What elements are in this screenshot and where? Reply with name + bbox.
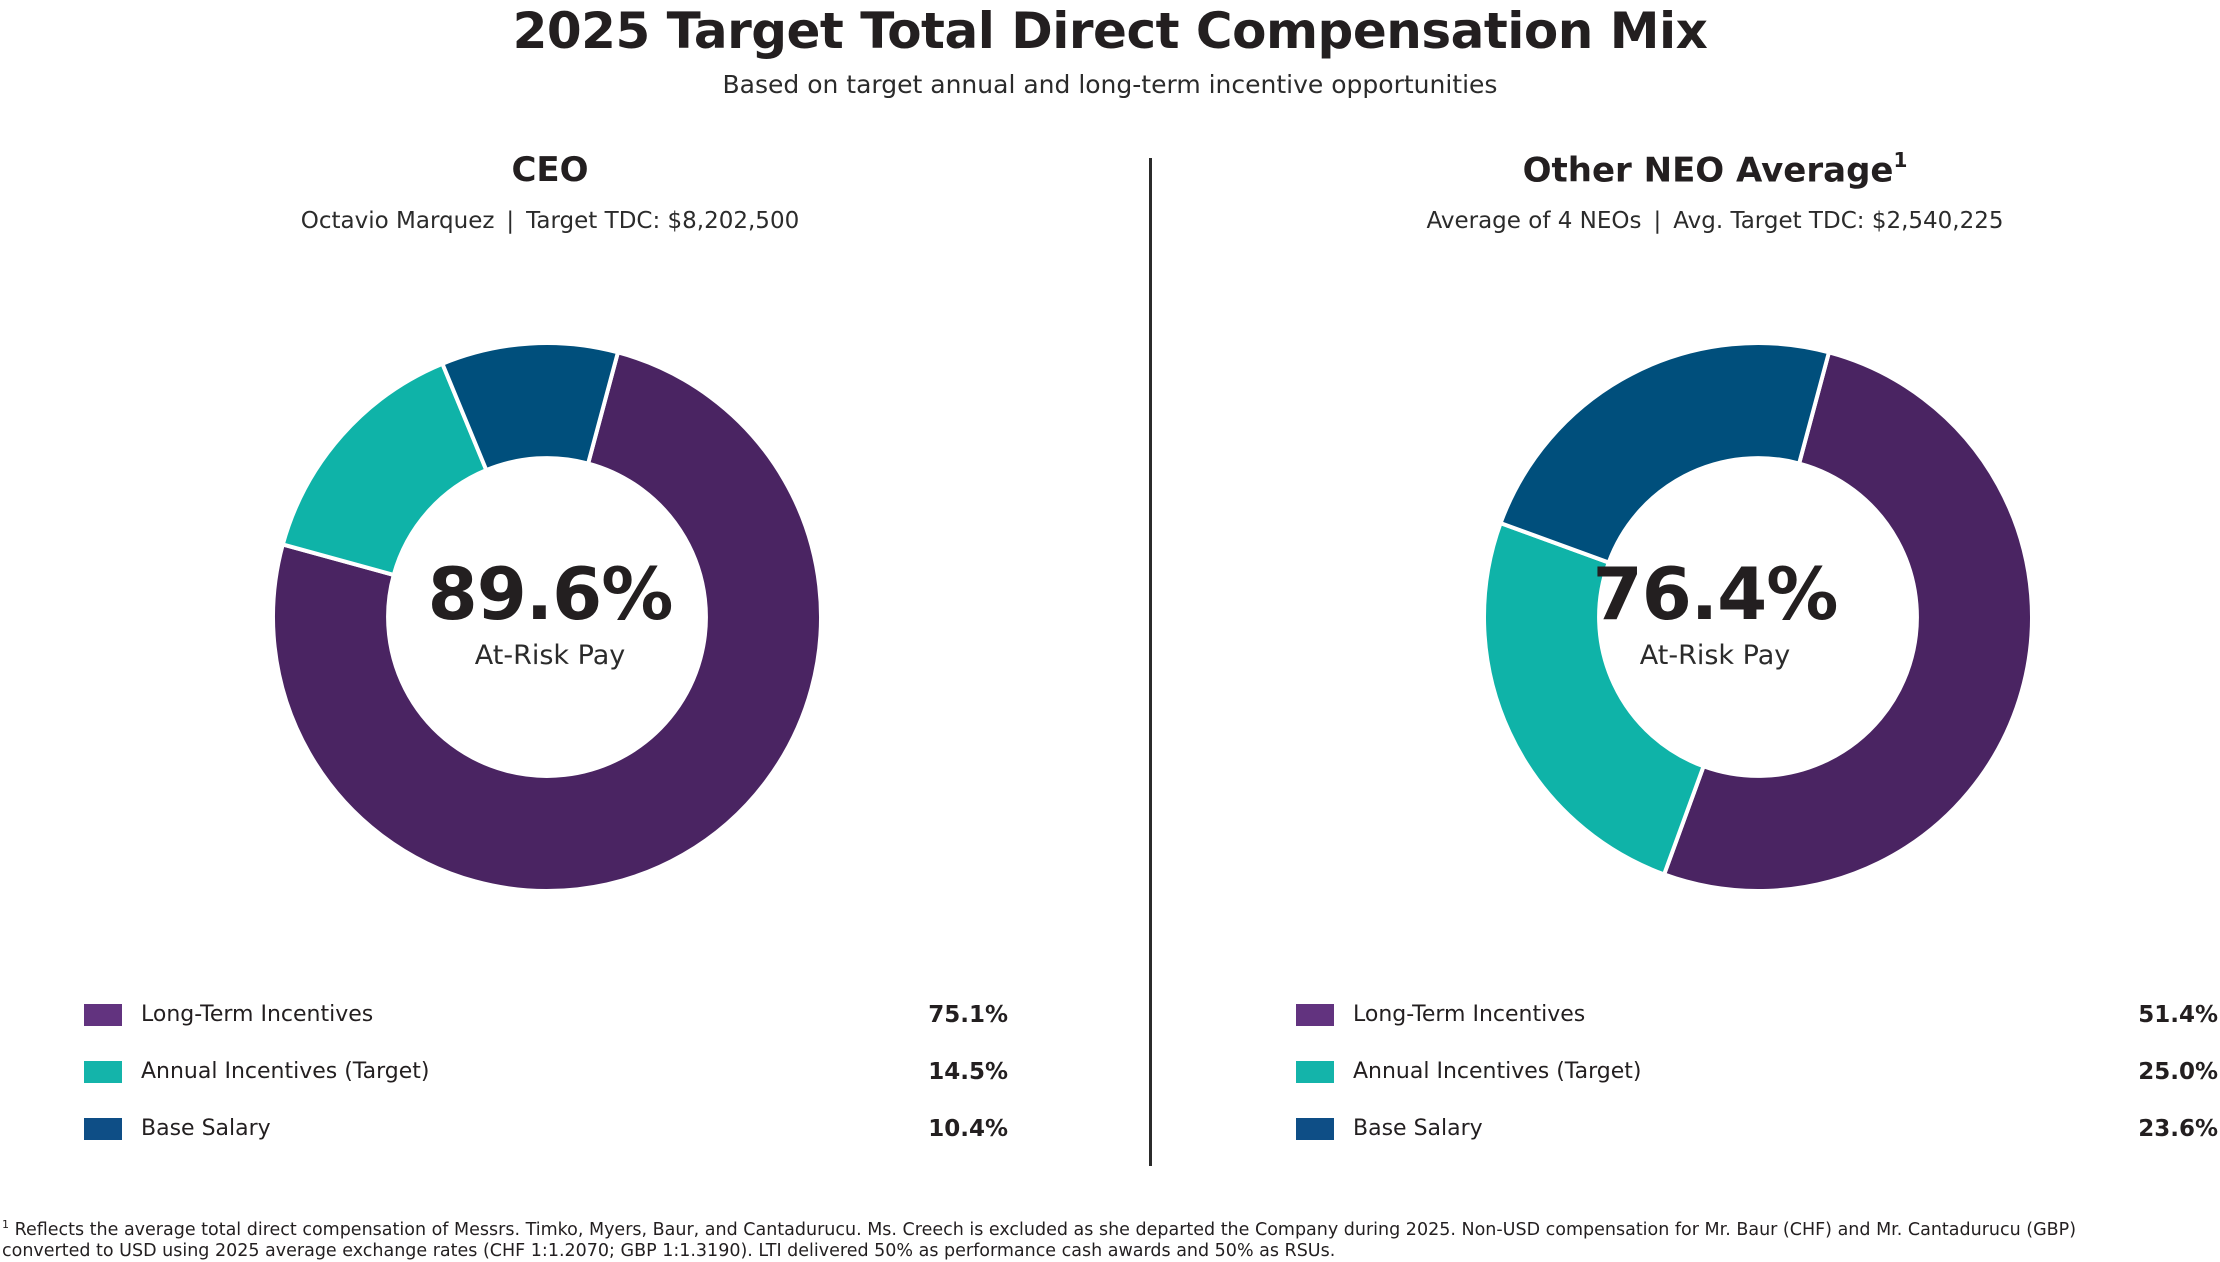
chart-title: 2025 Target Total Direct Compensation Mi…: [512, 2, 1708, 60]
footnote-marker: 1: [2, 1218, 9, 1231]
slice-annual: [1482, 520, 1707, 877]
ceo-panel-title: CEO: [511, 150, 589, 190]
legend-item-annual: Annual Incentives (Target) 14.5%: [84, 1053, 1008, 1093]
chart-subtitle: Based on target annual and long-term inc…: [722, 70, 1498, 99]
footnote-line-1: Reflects the average total direct compen…: [14, 1219, 2077, 1240]
legend-label: Annual Incentives (Target): [141, 1059, 430, 1084]
legend-swatch-long-term: [84, 1004, 122, 1026]
legend-swatch-base: [84, 1118, 122, 1140]
ceo-panel: CEO Octavio Marquez | Target TDC: $8,202,5…: [0, 0, 1100, 1262]
legend-label: Long-Term Incentives: [141, 1002, 374, 1027]
ceo-target-tdc: Target TDC: $8,202,500: [526, 208, 800, 234]
ceo-panel-subtitle: Octavio Marquez | Target TDC: $8,202,500: [0, 208, 1100, 234]
legend-item-annual: Annual Incentives (Target) 25.0%: [1296, 1053, 2220, 1093]
legend-value: 75.1%: [928, 1002, 1008, 1028]
legend-label: Annual Incentives (Target): [1353, 1059, 1642, 1084]
neo-at-risk-label: At-Risk Pay: [1639, 640, 1791, 671]
legend-value: 14.5%: [928, 1059, 1008, 1085]
legend-value: 25.0%: [2138, 1059, 2218, 1085]
panel-divider: [1149, 158, 1152, 1166]
legend-label: Base Salary: [1353, 1116, 1483, 1141]
neo-panel-subtitle: Average of 4 NEOs | Avg. Target TDC: $2,54…: [1210, 208, 2220, 234]
legend-swatch-annual: [1296, 1061, 1334, 1083]
neo-donut-chart: [1482, 341, 2034, 893]
slice-long-term: [271, 349, 823, 893]
legend-item-base: Base Salary 23.6%: [1296, 1110, 2220, 1150]
ceo-at-risk-label: At-Risk Pay: [474, 640, 626, 671]
ceo-name: Octavio Marquez: [300, 208, 495, 234]
ceo-at-risk-value: 89.6%: [427, 552, 674, 636]
slice-long-term: [1661, 349, 2034, 893]
neo-count: Average of 4 NEOs: [1426, 208, 1642, 234]
legend-item-long-term: Long-Term Incentives 75.1%: [84, 996, 1008, 1036]
legend-value: 10.4%: [928, 1116, 1008, 1142]
legend-label: Base Salary: [141, 1116, 271, 1141]
slice-base: [439, 341, 621, 473]
legend-value: 51.4%: [2138, 1002, 2218, 1028]
legend-swatch-base: [1296, 1118, 1334, 1140]
ceo-donut-chart: [271, 341, 823, 893]
neo-panel-title: Other NEO Average1: [1210, 148, 2220, 191]
neo-panel: Other NEO Average1 Average of 4 NEOs | Avg…: [1210, 0, 2220, 1262]
legend-item-long-term: Long-Term Incentives 51.4%: [1296, 996, 2220, 1036]
neo-panel-title-text: Other NEO Average: [1522, 150, 1894, 191]
footnote-marker: 1: [1893, 148, 1908, 172]
slice-base: [1498, 341, 1832, 566]
subtitle-separator: |: [1653, 208, 1662, 234]
subtitle-separator: |: [506, 208, 515, 234]
neo-at-risk-value: 76.4%: [1592, 552, 1839, 636]
legend-item-base: Base Salary 10.4%: [84, 1110, 1008, 1150]
legend-swatch-annual: [84, 1061, 122, 1083]
legend-swatch-long-term: [1296, 1004, 1334, 1026]
footnote: 1 Reflects the average total direct comp…: [2, 1214, 2202, 1262]
legend-value: 23.6%: [2138, 1116, 2218, 1142]
footnote-line-2: converted to USD using 2025 average exch…: [2, 1240, 1336, 1261]
neo-avg-target-tdc: Avg. Target TDC: $2,540,225: [1673, 208, 2004, 234]
legend-label: Long-Term Incentives: [1353, 1002, 1586, 1027]
slice-annual: [280, 361, 489, 578]
